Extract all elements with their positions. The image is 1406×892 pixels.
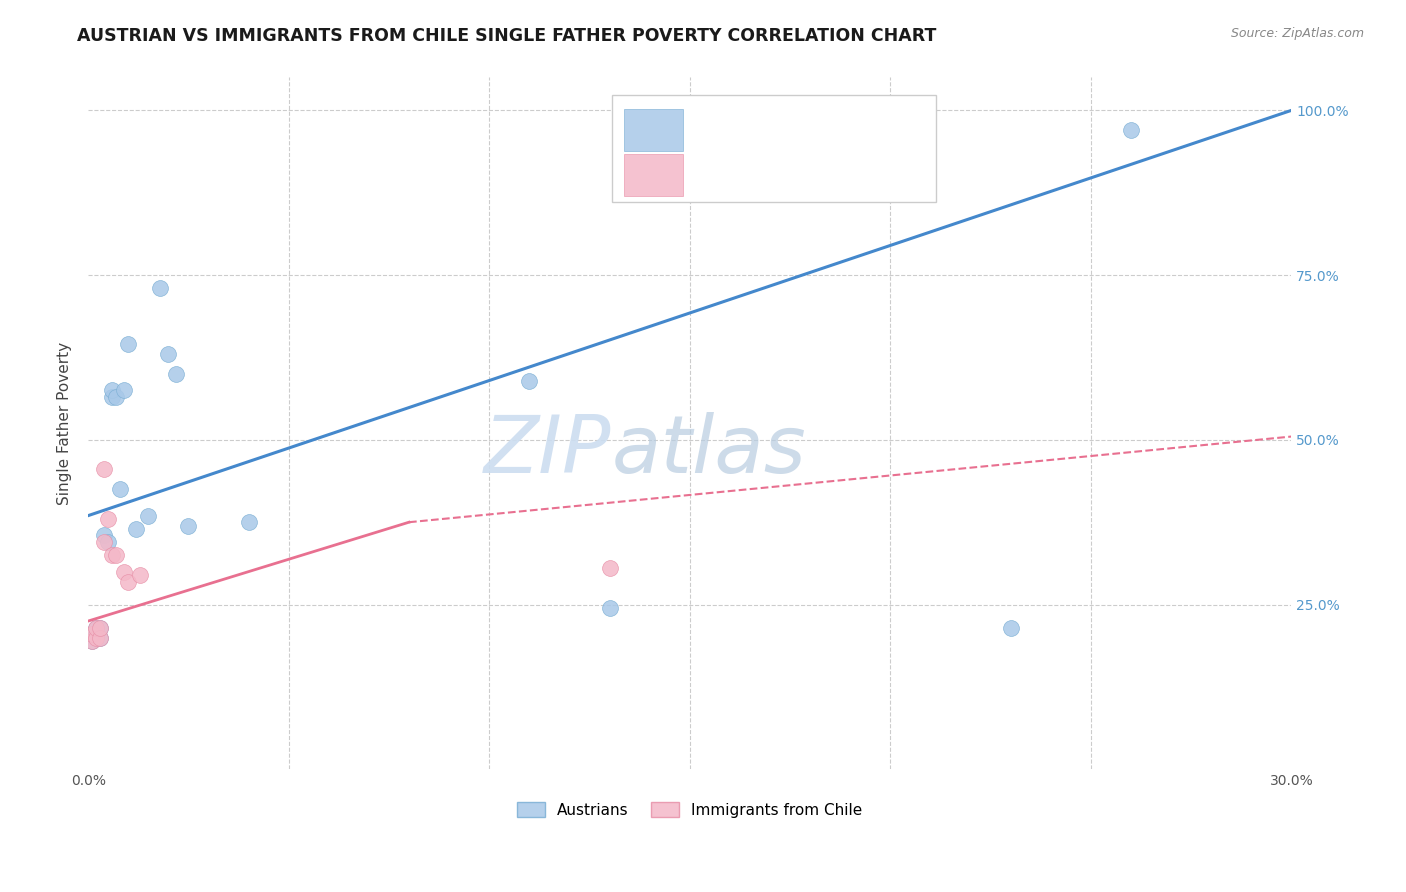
Point bbox=[238, 515, 260, 529]
FancyBboxPatch shape bbox=[612, 95, 936, 202]
Point bbox=[97, 535, 120, 549]
Text: ZIP: ZIP bbox=[484, 412, 612, 490]
Point bbox=[97, 512, 120, 526]
Point bbox=[125, 522, 148, 536]
Point bbox=[105, 548, 128, 562]
Text: N = 14: N = 14 bbox=[834, 165, 900, 183]
Text: N = 22: N = 22 bbox=[834, 120, 900, 138]
Point bbox=[165, 367, 187, 381]
Point bbox=[129, 568, 152, 582]
Point bbox=[101, 390, 124, 404]
Text: R = 0.371: R = 0.371 bbox=[693, 120, 789, 138]
Text: Source: ZipAtlas.com: Source: ZipAtlas.com bbox=[1230, 27, 1364, 40]
Y-axis label: Single Father Poverty: Single Father Poverty bbox=[58, 342, 72, 505]
Point bbox=[112, 384, 135, 398]
Legend: Austrians, Immigrants from Chile: Austrians, Immigrants from Chile bbox=[510, 796, 869, 824]
Text: atlas: atlas bbox=[612, 412, 806, 490]
Point bbox=[517, 374, 540, 388]
Point bbox=[93, 535, 115, 549]
Point bbox=[84, 627, 107, 641]
Point bbox=[89, 631, 111, 645]
Point bbox=[1119, 123, 1142, 137]
Point bbox=[110, 483, 132, 497]
Point bbox=[84, 621, 107, 635]
Point bbox=[84, 631, 107, 645]
Point bbox=[89, 631, 111, 645]
Point bbox=[149, 281, 172, 295]
Point bbox=[82, 627, 104, 641]
Text: AUSTRIAN VS IMMIGRANTS FROM CHILE SINGLE FATHER POVERTY CORRELATION CHART: AUSTRIAN VS IMMIGRANTS FROM CHILE SINGLE… bbox=[77, 27, 936, 45]
Text: R = 0.173: R = 0.173 bbox=[693, 165, 789, 183]
Point bbox=[84, 621, 107, 635]
Point bbox=[82, 633, 104, 648]
Point bbox=[82, 633, 104, 648]
Point bbox=[136, 508, 159, 523]
Point bbox=[117, 574, 139, 589]
Point bbox=[101, 548, 124, 562]
Point bbox=[117, 337, 139, 351]
Point bbox=[101, 384, 124, 398]
Point bbox=[599, 561, 621, 575]
Point bbox=[105, 390, 128, 404]
Point bbox=[89, 621, 111, 635]
Point bbox=[93, 528, 115, 542]
Point bbox=[1000, 621, 1022, 635]
Point bbox=[157, 347, 180, 361]
Point bbox=[89, 621, 111, 635]
FancyBboxPatch shape bbox=[624, 109, 682, 152]
Point bbox=[177, 518, 200, 533]
Point bbox=[112, 565, 135, 579]
Point bbox=[93, 462, 115, 476]
Point bbox=[599, 600, 621, 615]
FancyBboxPatch shape bbox=[624, 153, 682, 196]
